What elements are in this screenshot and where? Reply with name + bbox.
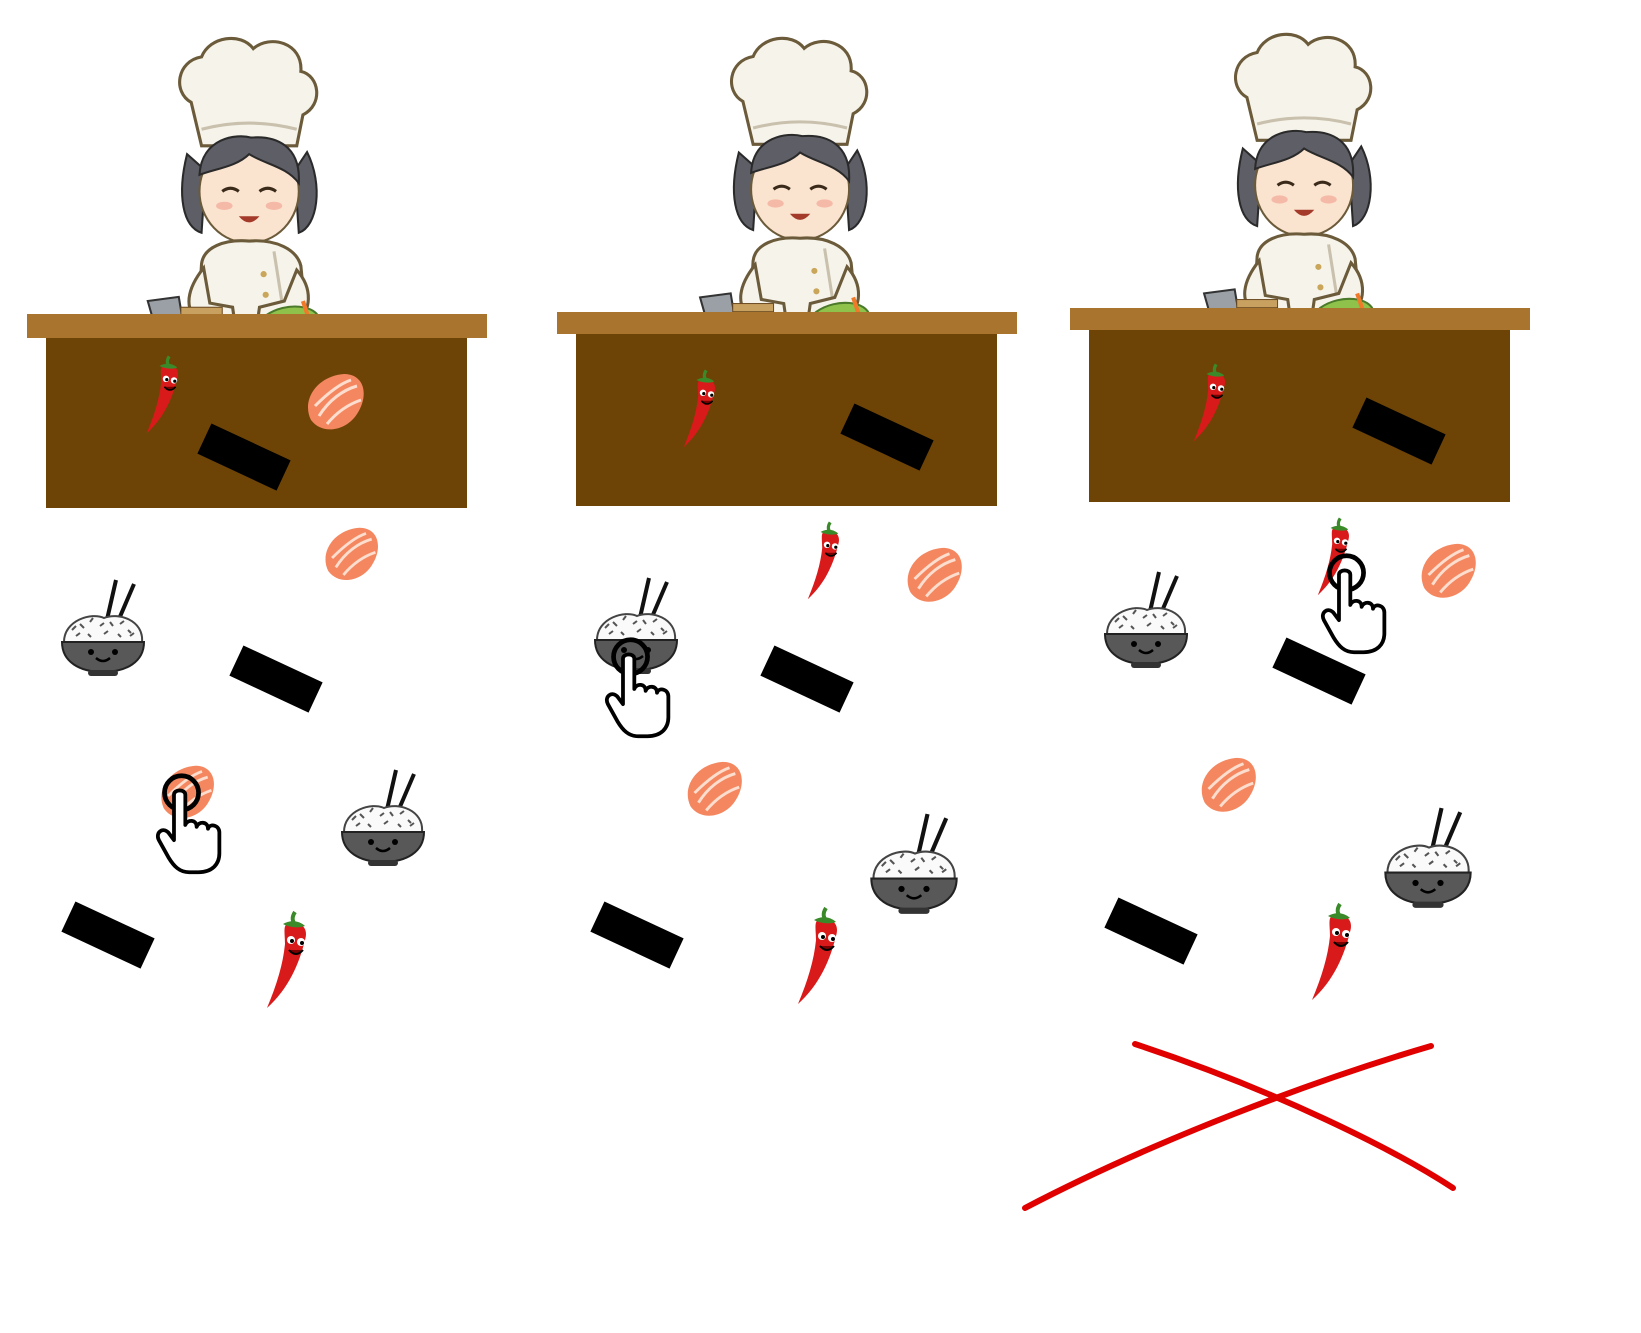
ingredient-nori[interactable] (229, 645, 323, 713)
ingredient-nori[interactable] (61, 901, 155, 969)
ingredient-nori[interactable] (760, 645, 854, 713)
hand-pointer-icon (1323, 556, 1385, 652)
red-x-icon (1022, 1041, 1456, 1211)
game-panel-step-3: step-3 wrong (1022, 0, 1635, 1333)
ingredient-salmon[interactable] (906, 546, 964, 604)
ingredient-rice-bowl[interactable] (1105, 572, 1187, 668)
ingredient-chili[interactable] (806, 520, 841, 601)
chef-icon (1204, 34, 1373, 326)
ingredient-salmon[interactable] (1200, 756, 1258, 814)
scene-canvas (1022, 0, 1530, 1211)
chef-icon (148, 38, 320, 334)
counter-top (557, 312, 1017, 334)
ingredient-salmon[interactable] (1420, 542, 1478, 600)
counter-top (27, 314, 487, 338)
ingredient-salmon[interactable] (323, 526, 380, 582)
ingredient-salmon[interactable] (686, 760, 744, 818)
ingredient-nori[interactable] (1104, 897, 1198, 965)
ingredient-chili[interactable] (267, 912, 306, 1008)
game-panel-step-1: step-1 (0, 0, 540, 1333)
chef-icon (700, 38, 869, 330)
ingredient-chili[interactable] (798, 908, 837, 1004)
scene-canvas (557, 0, 1017, 1333)
ingredient-rice-bowl[interactable] (1385, 808, 1470, 908)
ingredient-rice-bowl[interactable] (342, 770, 424, 866)
counter-top (1070, 308, 1530, 330)
game-panel-step-2: step-2 (555, 0, 1095, 1333)
counter-body (1089, 330, 1510, 502)
scene-canvas (27, 0, 487, 1333)
ingredient-rice-bowl[interactable] (62, 580, 144, 676)
ingredient-nori[interactable] (590, 901, 684, 969)
counter-body (576, 334, 997, 506)
ingredient-chili[interactable] (1312, 904, 1351, 1000)
counter-body (46, 338, 467, 508)
ingredient-rice-bowl[interactable] (871, 814, 956, 914)
